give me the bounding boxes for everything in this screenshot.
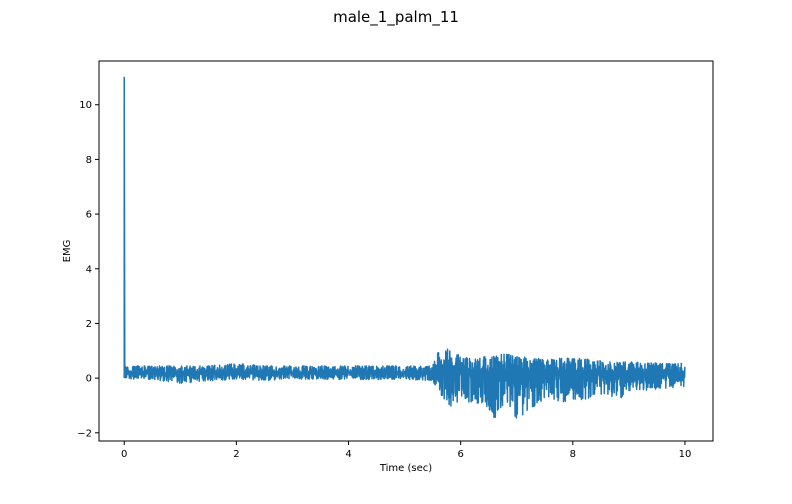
- x-tick-label: 4: [345, 449, 351, 460]
- x-axis-label: Time (sec): [379, 463, 432, 474]
- x-tick-label: 6: [457, 449, 463, 460]
- axis-ticks: 0 2 4 6 8 10 −2 0 2 4 6 8 10: [77, 100, 691, 460]
- y-tick-label: 8: [86, 155, 92, 166]
- axes-frame: [98, 60, 714, 442]
- x-tick-label: 2: [233, 449, 239, 460]
- y-tick-label: 0: [86, 374, 92, 385]
- x-tick-label: 10: [679, 449, 692, 460]
- emg-series-line: [123, 76, 686, 419]
- y-tick-label: 6: [86, 210, 92, 221]
- y-tick-label: −2: [77, 428, 92, 439]
- y-tick-label: 10: [79, 100, 92, 111]
- plot-area: [123, 76, 686, 419]
- y-tick-label: 4: [86, 264, 92, 275]
- x-tick-label: 0: [121, 449, 127, 460]
- x-tick-label: 8: [570, 449, 576, 460]
- chart-title: male_1_palm_11: [333, 8, 459, 27]
- y-axis-label: EMG: [62, 240, 73, 263]
- y-tick-label: 2: [86, 319, 92, 330]
